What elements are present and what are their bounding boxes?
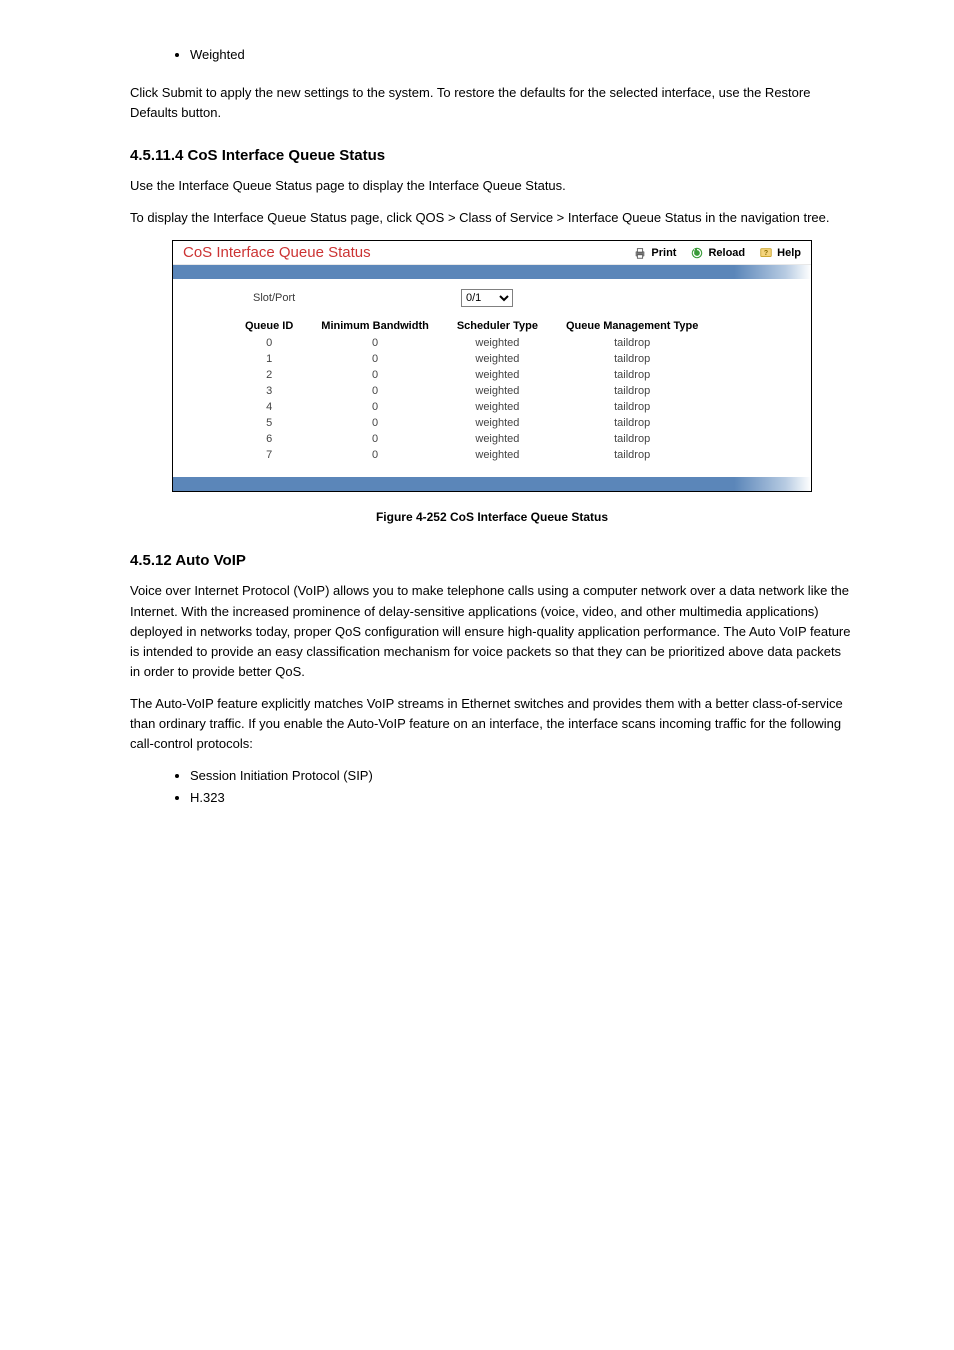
help-icon: ?: [759, 246, 773, 260]
table-row: 20weightedtaildrop: [231, 367, 712, 383]
paragraph: Use the Interface Queue Status page to d…: [130, 176, 854, 196]
col-min-bandwidth: Minimum Bandwidth: [307, 317, 443, 335]
table-cell: weighted: [443, 447, 552, 463]
table-cell: 0: [307, 335, 443, 351]
svg-text:?: ?: [764, 250, 768, 257]
help-button[interactable]: ? Help: [759, 246, 801, 260]
table-cell: taildrop: [552, 431, 712, 447]
table-cell: weighted: [443, 431, 552, 447]
table-cell: weighted: [443, 383, 552, 399]
table-cell: 7: [231, 447, 307, 463]
table-cell: 0: [307, 415, 443, 431]
bullet-text: Weighted: [190, 47, 245, 62]
table-cell: weighted: [443, 415, 552, 431]
bullet-text: Session Initiation Protocol (SIP): [190, 768, 373, 783]
paragraph: The Auto-VoIP feature explicitly matches…: [130, 694, 854, 754]
reload-label: Reload: [708, 247, 745, 259]
col-queue-mgmt-type: Queue Management Type: [552, 317, 712, 335]
table-row: 40weightedtaildrop: [231, 399, 712, 415]
panel-header: CoS Interface Queue Status Print Reload …: [173, 241, 811, 265]
figure-caption: Figure 4-252 CoS Interface Queue Status: [130, 510, 854, 524]
table-header-row: Queue ID Minimum Bandwidth Scheduler Typ…: [231, 317, 712, 335]
col-queue-id: Queue ID: [231, 317, 307, 335]
table-row: 50weightedtaildrop: [231, 415, 712, 431]
paragraph: To display the Interface Queue Status pa…: [130, 208, 854, 228]
table-cell: 0: [307, 431, 443, 447]
table-row: 00weightedtaildrop: [231, 335, 712, 351]
table-cell: 0: [307, 447, 443, 463]
paragraph-submit-note: Click Submit to apply the new settings t…: [130, 83, 854, 123]
table-cell: taildrop: [552, 399, 712, 415]
section-heading-cos-status: 4.5.11.4 CoS Interface Queue Status: [130, 147, 854, 164]
table-cell: 0: [307, 367, 443, 383]
table-cell: 0: [307, 351, 443, 367]
queue-status-table: Queue ID Minimum Bandwidth Scheduler Typ…: [231, 317, 712, 463]
reload-icon: [690, 246, 704, 260]
table-cell: 0: [307, 383, 443, 399]
table-cell: 0: [231, 335, 307, 351]
section-heading-auto-voip: 4.5.12 Auto VoIP: [130, 552, 854, 569]
panel-actions: Print Reload ? Help: [633, 246, 801, 260]
help-label: Help: [777, 247, 801, 259]
col-scheduler-type: Scheduler Type: [443, 317, 552, 335]
table-cell: taildrop: [552, 447, 712, 463]
table-cell: 5: [231, 415, 307, 431]
table-row: 30weightedtaildrop: [231, 383, 712, 399]
slotport-row: Slot/Port 0/1: [191, 289, 793, 307]
table-row: 10weightedtaildrop: [231, 351, 712, 367]
print-icon: [633, 246, 647, 260]
reload-button[interactable]: Reload: [690, 246, 745, 260]
table-cell: 6: [231, 431, 307, 447]
table-cell: taildrop: [552, 415, 712, 431]
panel-body: Slot/Port 0/1 Queue ID Minimum Bandwidth…: [173, 279, 811, 477]
table-cell: weighted: [443, 367, 552, 383]
table-cell: taildrop: [552, 351, 712, 367]
table-cell: taildrop: [552, 335, 712, 351]
table-cell: 1: [231, 351, 307, 367]
table-row: 70weightedtaildrop: [231, 447, 712, 463]
table-cell: taildrop: [552, 383, 712, 399]
table-cell: 4: [231, 399, 307, 415]
print-label: Print: [651, 247, 676, 259]
bullet-text: H.323: [190, 790, 225, 805]
slotport-select[interactable]: 0/1: [461, 289, 513, 307]
table-cell: 2: [231, 367, 307, 383]
table-cell: weighted: [443, 335, 552, 351]
slotport-label: Slot/Port: [253, 292, 461, 304]
print-button[interactable]: Print: [633, 246, 676, 260]
table-cell: weighted: [443, 399, 552, 415]
divider-bar-bottom: [173, 477, 811, 491]
divider-bar-top: [173, 265, 811, 279]
table-cell: taildrop: [552, 367, 712, 383]
table-row: 60weightedtaildrop: [231, 431, 712, 447]
table-cell: 3: [231, 383, 307, 399]
panel-title: CoS Interface Queue Status: [183, 244, 371, 261]
table-cell: weighted: [443, 351, 552, 367]
table-cell: 0: [307, 399, 443, 415]
paragraph: Voice over Internet Protocol (VoIP) allo…: [130, 581, 854, 682]
cos-interface-queue-status-panel: CoS Interface Queue Status Print Reload …: [172, 240, 812, 492]
